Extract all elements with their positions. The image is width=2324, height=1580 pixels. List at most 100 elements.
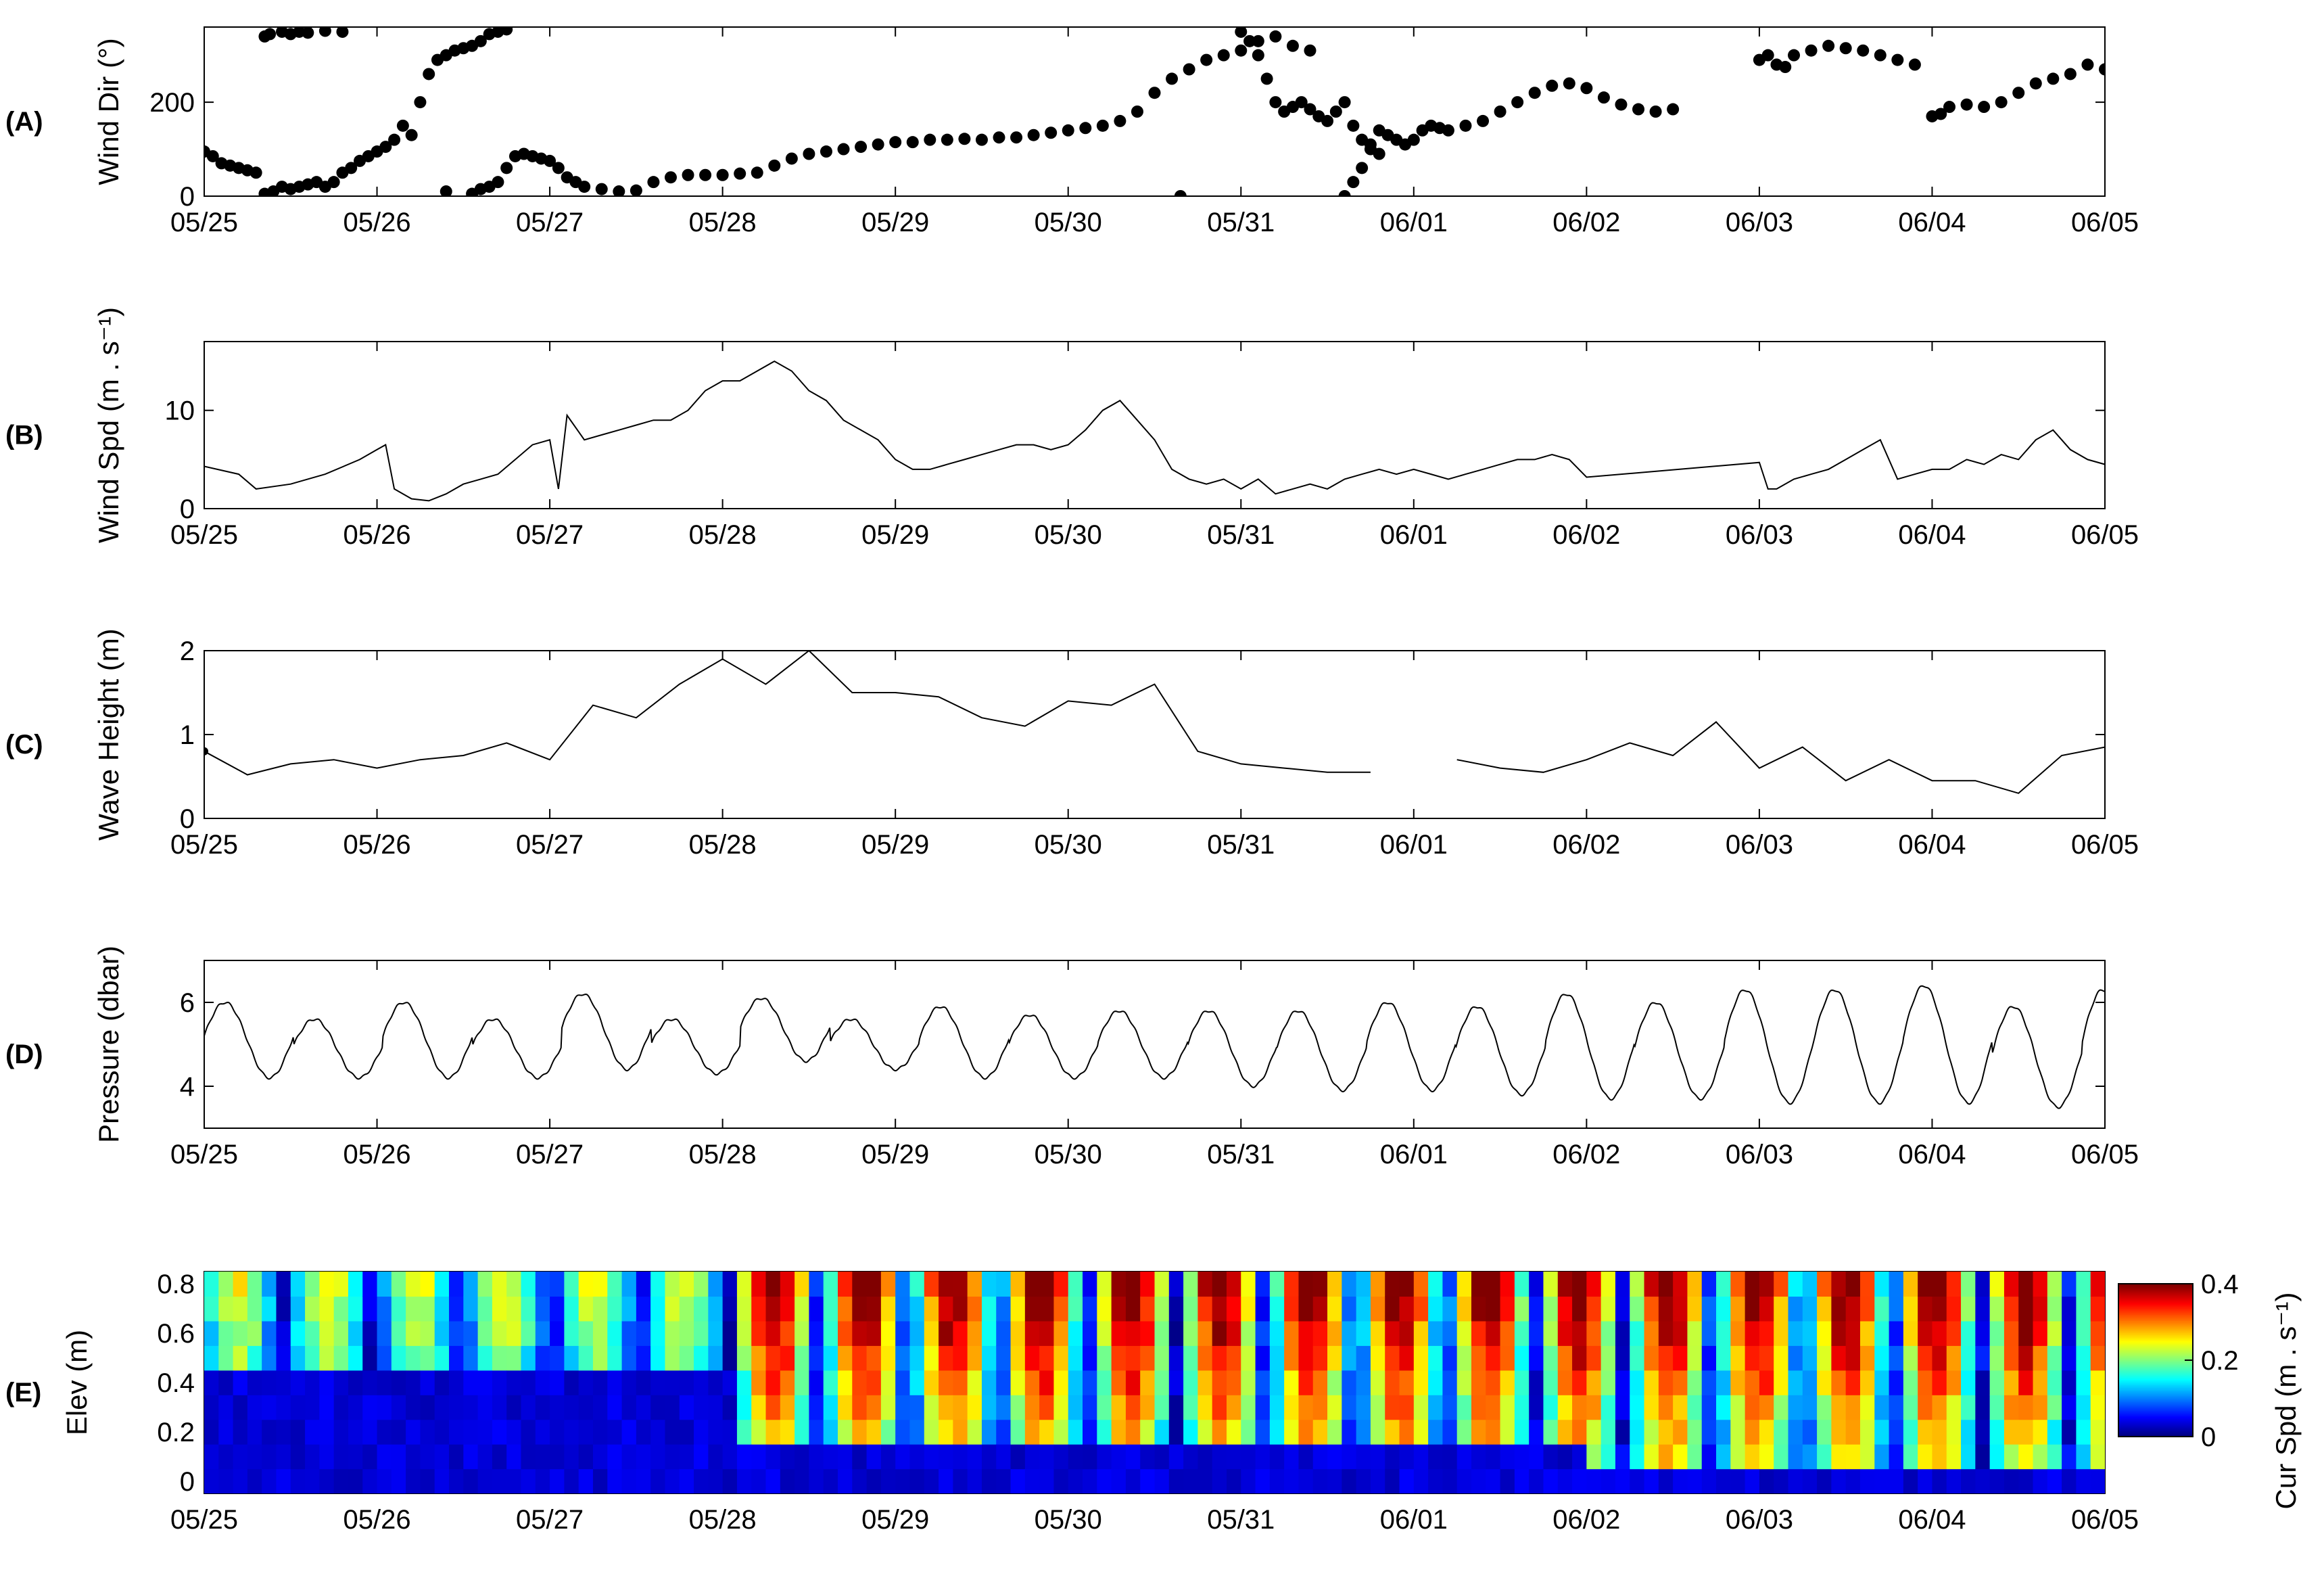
heatmap-cell — [1140, 1419, 1156, 1445]
heatmap-cell — [1083, 1320, 1097, 1346]
heatmap-cell — [1500, 1395, 1515, 1420]
heatmap-cell — [1716, 1345, 1731, 1371]
data-point — [1295, 96, 1308, 109]
data-point — [1338, 96, 1351, 109]
heatmap-cell — [362, 1320, 378, 1346]
heatmap-cell — [1918, 1320, 1933, 1346]
heatmap-cell — [535, 1419, 550, 1445]
x-tick-label: 05/28 — [689, 520, 757, 550]
heatmap-cell — [1154, 1320, 1170, 1346]
data-point — [379, 141, 392, 154]
colorbar-swatch — [2118, 1405, 2193, 1408]
heatmap-cell — [391, 1370, 406, 1395]
heatmap-cell — [1889, 1370, 1904, 1395]
heatmap-cell — [1356, 1395, 1371, 1420]
y-tick-label: 200 — [149, 88, 195, 118]
heatmap-cell — [838, 1296, 853, 1322]
heatmap-cell — [939, 1395, 953, 1420]
heatmap-cell — [1327, 1444, 1342, 1470]
heatmap-cell — [1183, 1370, 1198, 1395]
heatmap-cell — [564, 1444, 579, 1470]
heatmap-cell — [1024, 1320, 1040, 1346]
heatmap-cell — [1212, 1345, 1227, 1371]
heatmap-cell — [1615, 1395, 1630, 1420]
data-point — [440, 185, 452, 196]
colorbar-swatch — [2118, 1349, 2193, 1352]
data-point — [1935, 108, 1947, 120]
colorbar-swatch — [2118, 1386, 2193, 1389]
heatmap-cell — [1586, 1272, 1602, 1297]
heatmap-cell — [1168, 1345, 1184, 1371]
data-point — [345, 162, 358, 175]
heatmap-cell — [535, 1395, 550, 1420]
heatmap-cell — [1212, 1320, 1227, 1346]
colorbar-swatch — [2118, 1355, 2193, 1358]
heatmap-cell — [1889, 1272, 1904, 1297]
heatmap-cell — [578, 1296, 594, 1322]
heatmap-cell — [1759, 1395, 1774, 1420]
heatmap-cell — [290, 1468, 306, 1493]
heatmap-cell — [621, 1320, 637, 1346]
heatmap-cell — [981, 1370, 997, 1395]
data-point — [1511, 96, 1524, 109]
heatmap-cell — [1226, 1468, 1241, 1493]
x-tick-label: 06/04 — [1898, 830, 1966, 860]
heatmap-cell — [895, 1395, 911, 1420]
heatmap-cell — [1140, 1345, 1156, 1371]
heatmap-cell — [909, 1320, 925, 1346]
heatmap-cell — [1774, 1444, 1789, 1470]
heatmap-cell — [1745, 1419, 1760, 1445]
heatmap-cell — [406, 1296, 421, 1322]
heatmap-cell — [880, 1370, 896, 1395]
heatmap-cell — [1269, 1419, 1285, 1445]
heatmap-cell — [550, 1370, 565, 1395]
heatmap-cell — [1687, 1296, 1703, 1322]
heatmap-cell — [708, 1296, 724, 1322]
heatmap-cell — [665, 1345, 680, 1371]
colorbar-swatch — [2118, 1329, 2193, 1332]
heatmap-cell — [1241, 1444, 1256, 1470]
x-tick-label: 05/30 — [1035, 1140, 1102, 1169]
heatmap-cell — [1774, 1272, 1789, 1297]
heatmap-cell — [1241, 1468, 1256, 1493]
x-tick-label: 05/31 — [1207, 830, 1275, 860]
data-point — [924, 133, 936, 146]
heatmap-cell — [1845, 1395, 1861, 1420]
heatmap-cell — [694, 1395, 709, 1420]
heatmap-cell — [953, 1419, 968, 1445]
heatmap-cell — [1889, 1444, 1904, 1470]
heatmap-cell — [809, 1395, 824, 1420]
heatmap-cell — [1673, 1296, 1688, 1322]
heatmap-cell — [2062, 1320, 2077, 1346]
heatmap-cell — [1500, 1320, 1515, 1346]
heatmap-cell — [1817, 1395, 1832, 1420]
heatmap-cell — [1226, 1272, 1241, 1297]
y-tick-label: 0 — [180, 804, 195, 834]
heatmap-cell — [795, 1395, 810, 1420]
heatmap-cell — [333, 1395, 349, 1420]
heatmap-cell — [348, 1444, 363, 1470]
heatmap-cell — [1312, 1320, 1328, 1346]
panel-b: 05/25 05/26 05/27 05/28 05/29 05/30 05/31 06/01… — [5, 307, 2139, 550]
colorbar-swatch — [2118, 1285, 2193, 1288]
heatmap-cell — [2076, 1419, 2091, 1445]
colorbar-swatch — [2118, 1353, 2193, 1357]
heatmap-cell — [2033, 1296, 2048, 1322]
heatmap-cell — [866, 1370, 882, 1395]
x-tick-label: 06/03 — [1726, 1505, 1793, 1535]
x-tick-label: 05/28 — [689, 1505, 757, 1535]
heatmap-cell — [406, 1370, 421, 1395]
heatmap-cell — [1989, 1345, 2005, 1371]
heatmap-cell — [1615, 1468, 1630, 1493]
data-point — [1546, 79, 1559, 92]
heatmap-cell — [1471, 1419, 1486, 1445]
heatmap-cell — [449, 1320, 464, 1346]
x-tick-label: 06/05 — [2071, 1505, 2139, 1535]
heatmap-cell — [2047, 1444, 2062, 1470]
heatmap-cell — [233, 1395, 248, 1420]
heatmap-cell — [809, 1419, 824, 1445]
heatmap-cell — [823, 1419, 838, 1445]
heatmap-cell — [909, 1395, 925, 1420]
heatmap-cell — [1399, 1395, 1415, 1420]
heatmap-cell — [1097, 1444, 1112, 1470]
